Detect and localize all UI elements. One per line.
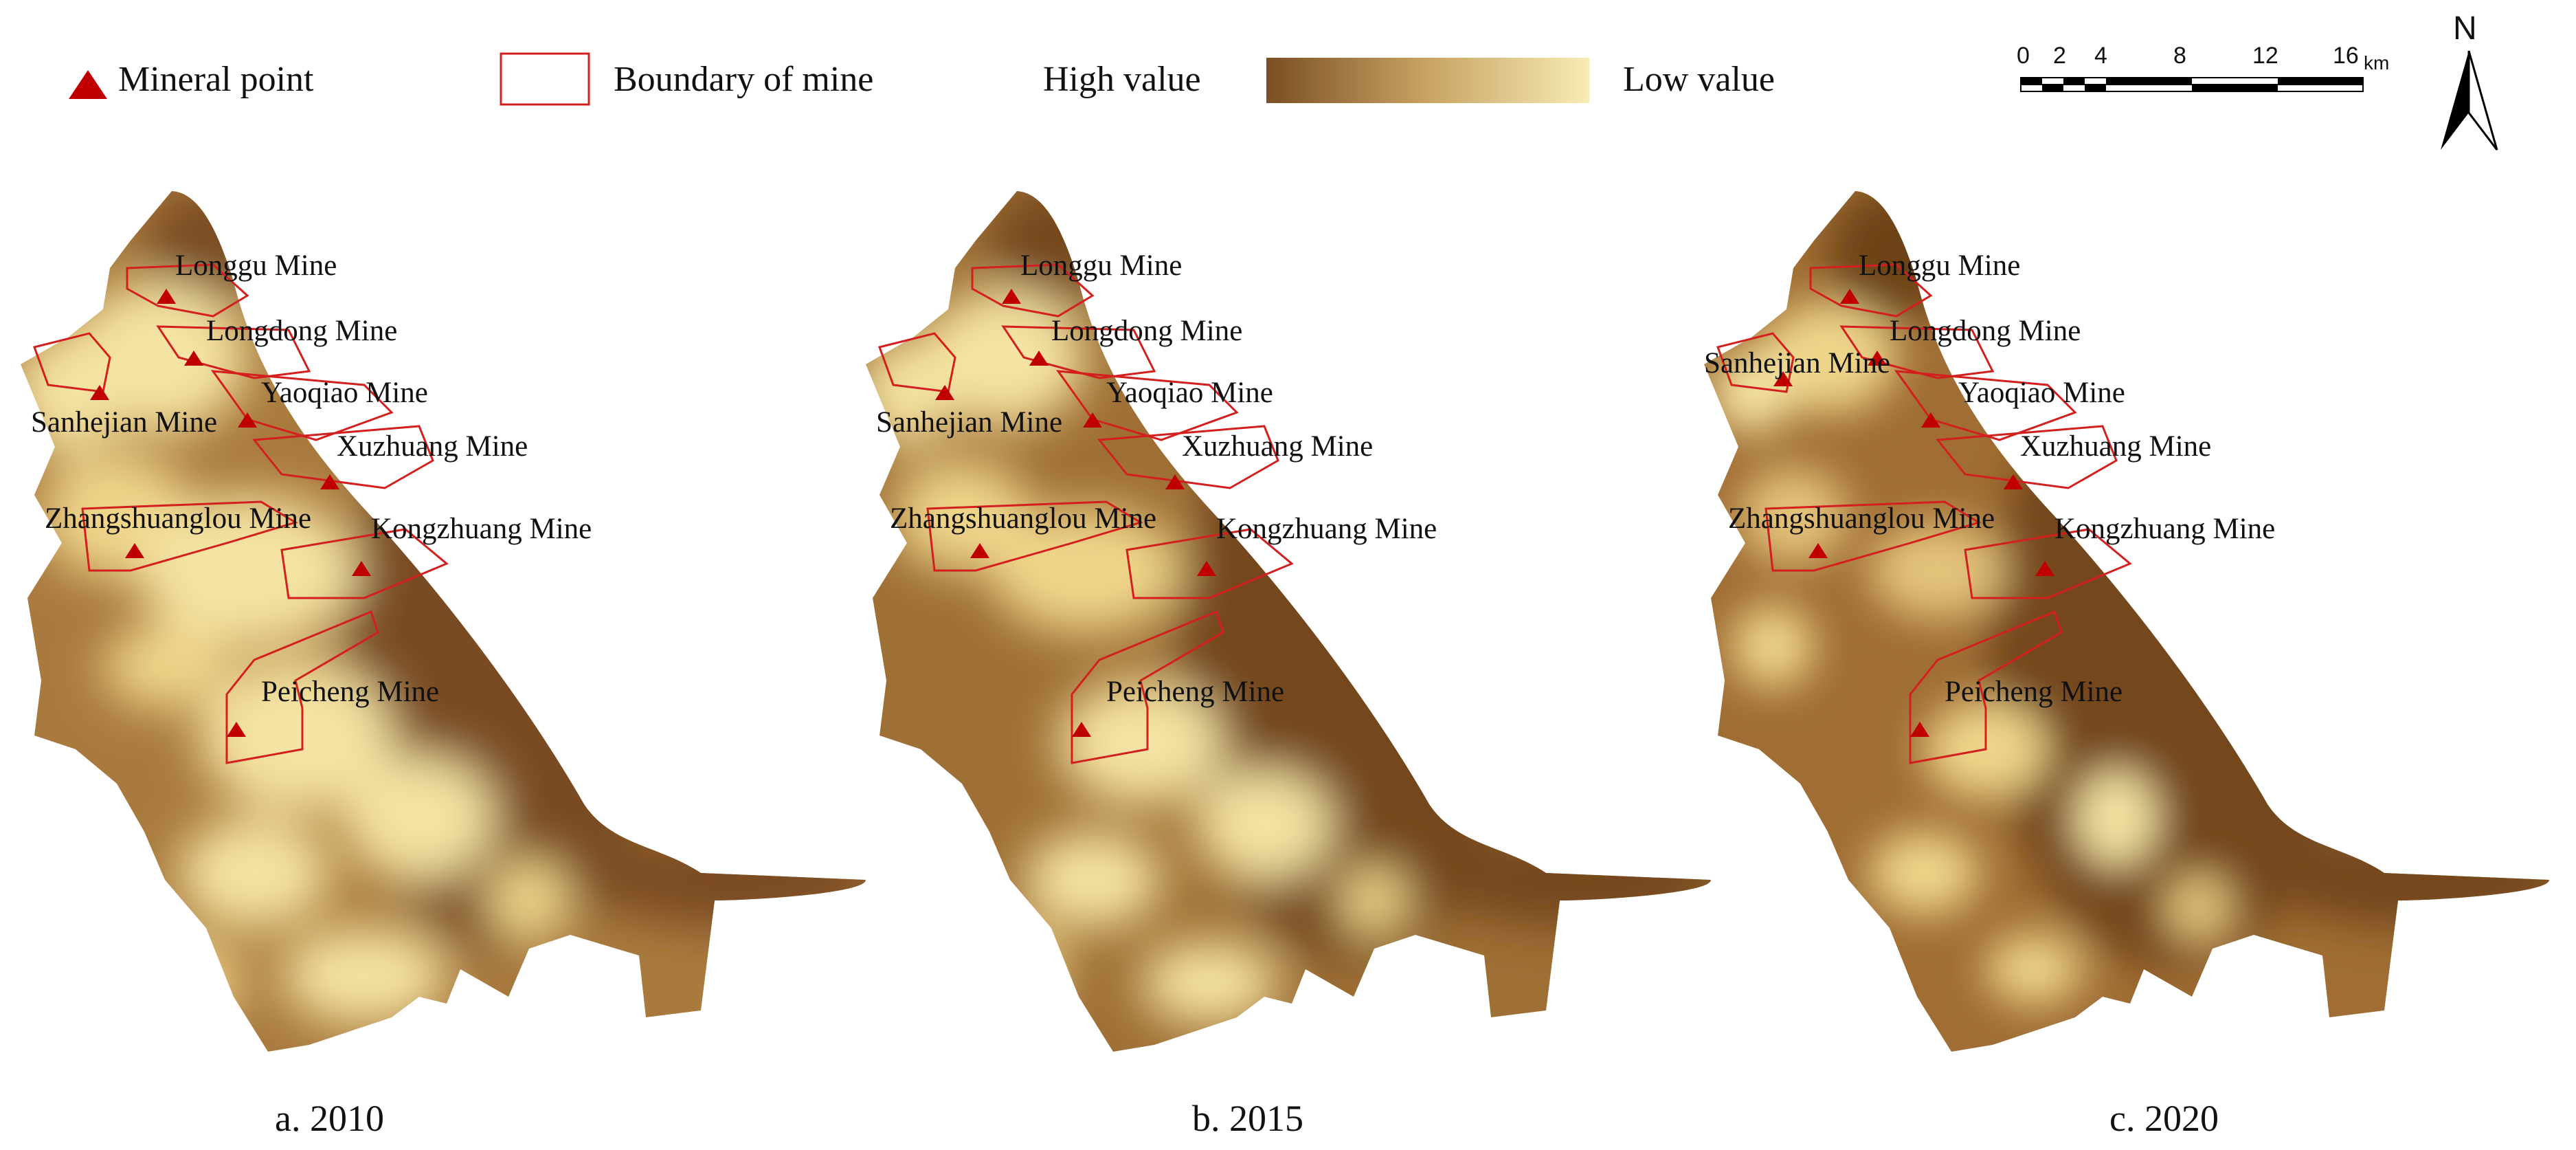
legend-mineral-point-icon [69,70,107,99]
scale-tick-2: 2 [2053,43,2066,69]
study-area-map [866,191,1711,1052]
svg-text:Peicheng Mine: Peicheng Mine [1106,676,1284,708]
scale-unit: km [2364,52,2390,74]
scale-bar [2020,77,2364,92]
mineral-points [90,289,371,737]
svg-text:Xuzhuang Mine: Xuzhuang Mine [337,430,528,463]
svg-text:Longdong Mine: Longdong Mine [206,315,397,347]
svg-text:Yaoqiao Mine: Yaoqiao Mine [1958,377,2125,409]
legend-low-label: Low value [1623,60,1775,99]
svg-text:Sanhejian Mine: Sanhejian Mine [1704,347,1890,379]
map-panel-2015: Longgu Mine Longdong Mine Yaoqiao Mine S… [866,191,1711,1052]
panel-caption-2010: a. 2010 [275,1098,384,1139]
panel-caption-2020: c. 2020 [2109,1098,2219,1139]
map-panel-2020: Longgu Mine Longdong Mine Yaoqiao Mine S… [1704,191,2549,1052]
scale-tick-8: 8 [2173,43,2186,69]
mine-boundaries [33,263,449,764]
svg-text:Zhangshuanglou Mine: Zhangshuanglou Mine [890,502,1156,535]
scale-tick-12: 12 [2252,43,2278,69]
svg-text:Xuzhuang Mine: Xuzhuang Mine [1182,430,1373,463]
svg-text:Sanhejian Mine: Sanhejian Mine [876,406,1062,439]
svg-text:Peicheng Mine: Peicheng Mine [1945,676,2123,708]
mine-labels: Longgu Mine Longdong Mine Yaoqiao Mine S… [31,250,592,708]
mineral-points [935,289,1216,737]
svg-text:Kongzhuang Mine: Kongzhuang Mine [371,513,592,545]
svg-text:Peicheng Mine: Peicheng Mine [261,676,439,708]
mine-boundaries [878,263,1294,764]
svg-text:Yaoqiao Mine: Yaoqiao Mine [261,377,428,409]
svg-text:Zhangshuanglou Mine: Zhangshuanglou Mine [45,502,311,535]
legend-gradient-bar [1266,58,1589,103]
north-arrow-icon [2441,50,2498,151]
svg-text:Longgu Mine: Longgu Mine [1859,250,2020,282]
mineral-points [1773,289,2054,737]
svg-text:Longdong Mine: Longdong Mine [1051,315,1242,347]
svg-text:Kongzhuang Mine: Kongzhuang Mine [2054,513,2275,545]
legend-mineral-point-label: Mineral point [118,60,314,99]
svg-text:Xuzhuang Mine: Xuzhuang Mine [2020,430,2211,463]
mine-labels: Longgu Mine Longdong Mine Yaoqiao Mine S… [1704,250,2275,708]
scale-tick-4: 4 [2094,43,2107,69]
legend-boundary-swatch [500,52,590,106]
north-label: N [2453,10,2477,47]
scale-tick-16: 16 [2333,43,2359,69]
map-panel-2010: Longgu Mine Longdong Mine Yaoqiao Mine S… [21,191,866,1052]
mine-labels: Longgu Mine Longdong Mine Yaoqiao Mine S… [876,250,1437,708]
svg-text:Zhangshuanglou Mine: Zhangshuanglou Mine [1728,502,1995,535]
svg-text:Kongzhuang Mine: Kongzhuang Mine [1216,513,1437,545]
study-area-map [21,191,866,1052]
svg-text:Sanhejian Mine: Sanhejian Mine [31,406,217,439]
study-area-map [1704,191,2549,1052]
svg-text:Longgu Mine: Longgu Mine [175,250,337,282]
scale-tick-0: 0 [2017,43,2030,69]
svg-text:Longgu Mine: Longgu Mine [1020,250,1182,282]
svg-text:Yaoqiao Mine: Yaoqiao Mine [1106,377,1273,409]
svg-text:Longdong Mine: Longdong Mine [1890,315,2081,347]
legend-high-label: High value [1043,60,1201,99]
mine-boundaries [1716,263,2132,764]
legend-boundary-label: Boundary of mine [614,60,874,99]
panel-caption-2015: b. 2015 [1192,1098,1303,1139]
